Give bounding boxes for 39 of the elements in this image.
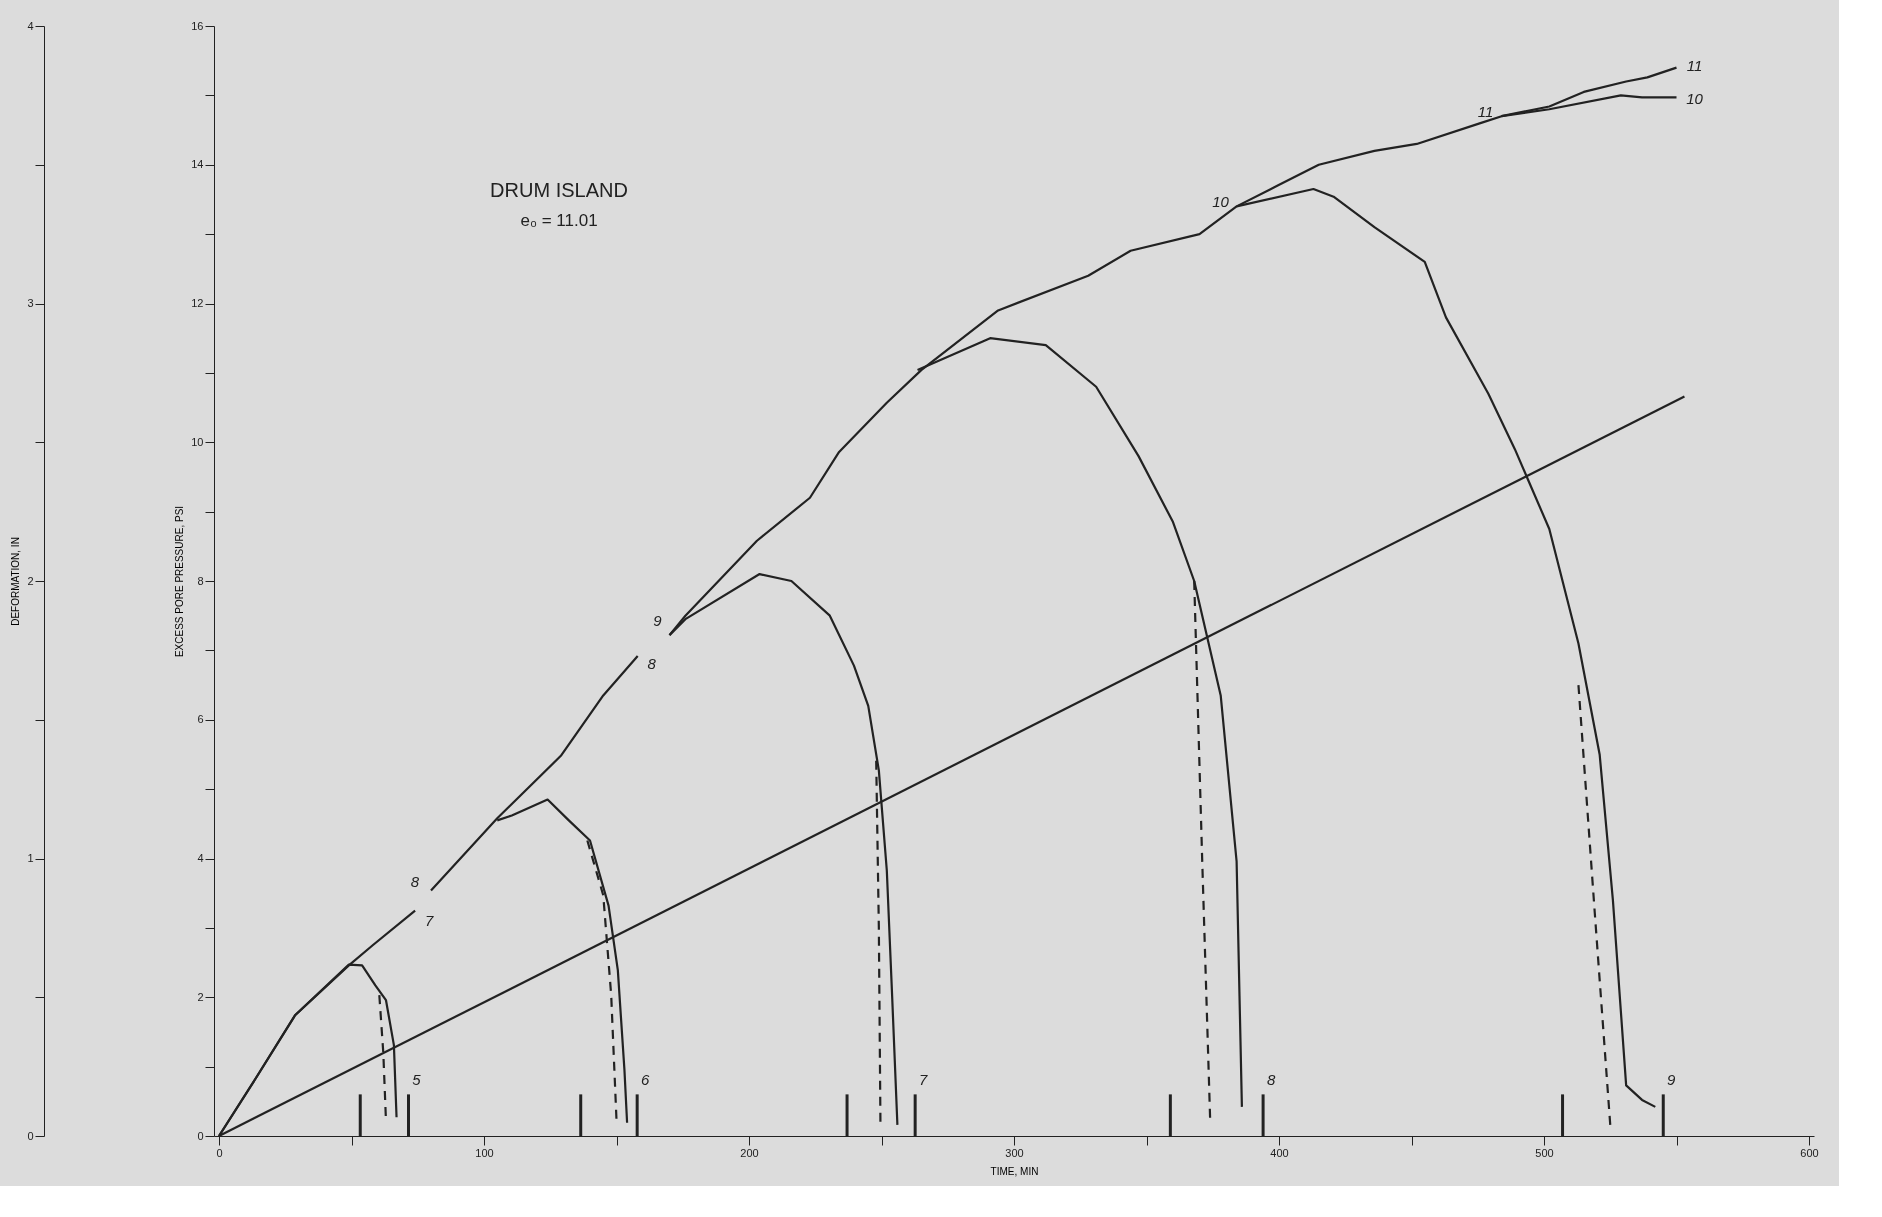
annotation: 10 — [1686, 90, 1704, 108]
annotation: 9 — [1667, 1071, 1677, 1089]
y-axis-title: EXCESS PORE PRESSURE, PSI — [174, 505, 186, 658]
x-axis-title: TIME, MIN — [990, 1165, 1039, 1177]
y-tick-label: 6 — [197, 713, 204, 726]
y2-tick-label: 0 — [27, 1129, 34, 1142]
y2-tick-label: 4 — [27, 19, 34, 32]
y2-tick-label: 2 — [27, 574, 34, 587]
annotation: 8 — [1266, 1071, 1276, 1089]
y2-tick-label: 3 — [27, 297, 34, 309]
y2-tick-label: 1 — [27, 852, 34, 864]
y-tick-label: 4 — [197, 852, 204, 864]
annotation: 7 — [424, 911, 434, 929]
x-tick-label: 500 — [1535, 1146, 1554, 1159]
annotation: 11 — [1477, 103, 1494, 121]
annotation: 9 — [653, 612, 663, 630]
annotation: 10 — [1212, 193, 1230, 211]
y-tick-label: 2 — [197, 990, 204, 1003]
annotation: 8 — [410, 873, 420, 891]
y2-axis-title: DEFORMATION, IN — [10, 537, 22, 626]
y-tick-label: 0 — [197, 1129, 204, 1142]
annotation: 8 — [647, 654, 657, 672]
text: e₀ = 11.01 — [520, 211, 598, 230]
x-tick-label: 600 — [1800, 1146, 1819, 1159]
x-tick-label: 200 — [740, 1146, 759, 1159]
x-tick-label: 100 — [475, 1146, 494, 1159]
y-tick-label: 12 — [191, 297, 204, 309]
annotation: 11 — [1686, 56, 1703, 74]
annotation: 5 — [412, 1071, 422, 1089]
annotation: 7 — [918, 1071, 928, 1089]
y-tick-label: 8 — [197, 574, 204, 587]
x-tick-label: 300 — [1005, 1146, 1024, 1159]
x-tick-label: 0 — [216, 1146, 223, 1159]
y-tick-label: 10 — [191, 435, 204, 448]
text: DRUM ISLAND — [490, 179, 628, 201]
y-tick-label: 16 — [191, 19, 204, 32]
annotation: 6 — [641, 1071, 650, 1089]
y-tick-label: 14 — [191, 158, 204, 171]
x-tick-label: 400 — [1270, 1146, 1289, 1159]
